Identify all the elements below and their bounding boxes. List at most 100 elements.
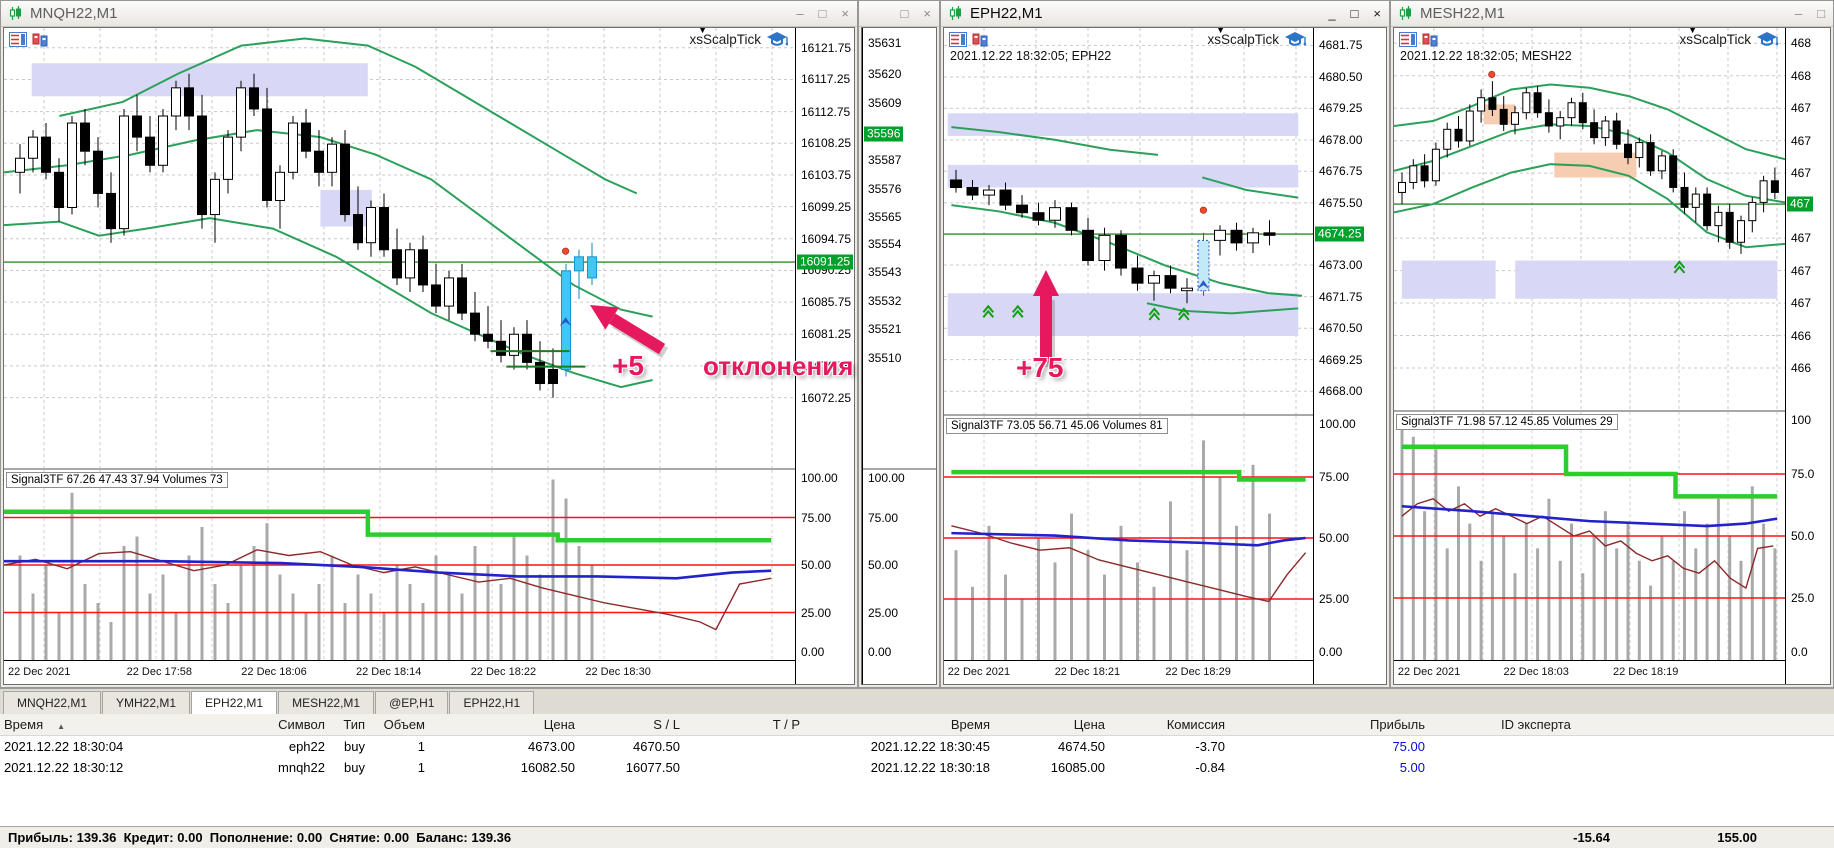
maximize-icon[interactable]: □ <box>1817 6 1825 21</box>
price-chart[interactable]: xsScalpTick ▼ <box>4 28 795 468</box>
price-highlight-label: 16091.25 <box>797 254 854 270</box>
candlestick-chart-icon <box>1399 6 1411 20</box>
maximize-icon[interactable]: □ <box>900 6 909 21</box>
price-scale: 16121.75 16117.25 16112.75 16108.25 16103.75… <box>796 28 854 684</box>
price-scale-label: 16081.25 <box>801 327 852 342</box>
total-profit: 155.00 <box>1717 830 1757 845</box>
deal-cell: 1 <box>417 760 425 775</box>
price-scale-label: 16108.25 <box>801 136 852 151</box>
indicator-scale-label: 50.00 <box>868 558 899 572</box>
column-header[interactable]: Цена <box>435 717 585 732</box>
column-header[interactable]: Объем <box>375 717 435 732</box>
plot-column: 2021.12.22 18:32:05; MESH22 xsScalpTick ▼ S… <box>1394 28 1786 684</box>
minimize-icon[interactable]: _ <box>1328 6 1336 21</box>
price-scale-label: 4680.50 <box>1319 70 1363 85</box>
indicator-label: Signal3TF 67.26 47.43 37.94 Volumes 73 <box>6 472 228 488</box>
price-chart[interactable]: 2021.12.22 18:32:05; EPH22 xsScalpTick ▼ <box>944 28 1313 414</box>
price-scale-label: 466 <box>1791 328 1812 343</box>
column-header[interactable]: Цена <box>1000 717 1115 732</box>
price-scale-label: 35609 <box>868 95 902 110</box>
chart-frame: 2021.12.22 18:32:05; EPH22 xsScalpTick ▼ Si… <box>943 27 1387 685</box>
price-scale-label: 35532 <box>868 293 902 308</box>
close-icon[interactable]: × <box>923 6 931 21</box>
price-scale-label: 467 <box>1791 231 1812 246</box>
window-title: MNQH22,M1 <box>30 5 118 22</box>
minimize-icon[interactable]: – <box>1794 6 1803 21</box>
price-scale-label: 4675.50 <box>1319 195 1363 210</box>
maximize-icon[interactable]: □ <box>818 6 827 21</box>
column-header[interactable]: Время <box>810 717 1000 732</box>
status-bar: Прибыль: 139.36 Кредит: 0.00 Пополнение:… <box>0 826 1834 848</box>
expert-name-label: xsScalpTick <box>1679 32 1751 47</box>
chart-window-hidden: □ × 35631 35620 35609 35587 35576 35565 35554 355… <box>858 0 940 688</box>
price-scale-label: 467 <box>1791 133 1812 148</box>
buy-sell-icon[interactable] <box>32 32 49 47</box>
price-scale-label: 16085.75 <box>801 295 852 310</box>
maximize-icon[interactable]: □ <box>1350 6 1359 21</box>
indicator-scale-label: 25.00 <box>868 605 899 620</box>
graduation-cap-icon <box>1757 32 1778 46</box>
column-header[interactable]: T / P <box>690 717 810 732</box>
tab--ep-h1[interactable]: @EP,H1 <box>375 691 449 714</box>
column-header[interactable]: Символ <box>185 717 335 732</box>
graduation-cap-icon <box>1285 32 1306 46</box>
order-list-icon[interactable] <box>9 32 27 47</box>
expert-name: xsScalpTick <box>1207 31 1306 48</box>
sort-ascending-icon: ▲ <box>57 722 66 731</box>
tab-label: @EP,H1 <box>389 696 435 710</box>
close-icon[interactable]: × <box>841 6 849 21</box>
tab-label: EPH22,H1 <box>463 696 521 710</box>
indicator-label: Signal3TF 71.98 57.12 45.85 Volumes 29 <box>1396 414 1618 430</box>
price-highlight-label: 35596 <box>864 126 904 142</box>
tab-ymh22-m1[interactable]: YMH22,M1 <box>102 691 191 714</box>
buy-sell-icon[interactable] <box>972 32 989 47</box>
price-scale-label: 35587 <box>868 153 902 167</box>
deal-cell: mnqh22 <box>278 760 325 775</box>
buy-sell-icon[interactable] <box>1422 32 1439 47</box>
deal-row[interactable]: 2021.12.22 18:30:04 eph22 buy 1 4673.00 4670.… <box>0 736 1834 757</box>
price-chart[interactable]: 2021.12.22 18:32:05; MESH22 xsScalpTick ▼ <box>1394 28 1785 410</box>
price-highlight-label: 467 <box>1787 196 1814 212</box>
indicator-scale-label: 100 <box>1791 413 1812 427</box>
column-header[interactable]: Время ▲ <box>0 717 185 732</box>
tab-mesh22-m1[interactable]: MESH22,M1 <box>278 691 375 714</box>
close-icon[interactable]: × <box>1373 6 1381 21</box>
tab-eph22-h1[interactable]: EPH22,H1 <box>449 691 535 714</box>
price-scale-label: 468 <box>1791 68 1812 83</box>
deal-row[interactable]: 2021.12.22 18:30:12 mnqh22 buy 1 16082.50 160… <box>0 757 1834 778</box>
tab-mnqh22-m1[interactable]: MNQH22,M1 <box>3 691 102 714</box>
tab-eph22-m1[interactable]: EPH22,M1 <box>191 691 278 714</box>
price-scale-label: 4670.50 <box>1319 321 1363 336</box>
order-list-icon[interactable] <box>1399 32 1417 47</box>
indicator-pane[interactable]: Signal3TF 71.98 57.12 45.85 Volumes 29 <box>1394 412 1785 660</box>
column-header[interactable]: ID эксперта <box>1435 717 1834 732</box>
deal-cell: 4673.00 <box>528 739 575 754</box>
order-list-icon[interactable] <box>949 32 967 47</box>
plot-column: xsScalpTick ▼ Signal3TF 67.26 47.43 37.94 … <box>4 28 796 684</box>
time-axis-label: 22 Dec 18:21 <box>1054 666 1121 678</box>
price-scale-label: 4681.75 <box>1319 38 1363 53</box>
price-scale-label: 4669.25 <box>1319 352 1363 367</box>
time-axis: 22 Dec 2021 22 Dec 18:03 22 Dec 18:19 <box>1394 660 1785 684</box>
column-header[interactable]: Прибыль <box>1235 717 1435 732</box>
indicator-scale-label: 75.00 <box>868 510 899 525</box>
column-header[interactable]: S / L <box>585 717 690 732</box>
chart-toolbar-icons <box>949 32 989 47</box>
deal-cell: 2021.12.22 18:30:18 <box>870 760 990 775</box>
price-scale-label: 35631 <box>868 36 902 51</box>
expert-name: xsScalpTick <box>1679 31 1778 48</box>
window-controls: – □ × <box>796 7 849 20</box>
price-scale-label: 16072.25 <box>801 390 852 405</box>
indicator-pane[interactable]: Signal3TF 67.26 47.43 37.94 Volumes 73 <box>4 470 795 660</box>
indicator-pane[interactable]: Signal3TF 73.05 56.71 45.06 Volumes 81 <box>944 416 1313 660</box>
price-scale-label: 16121.75 <box>801 40 852 55</box>
indicator-label: Signal3TF 73.05 56.71 45.06 Volumes 81 <box>946 418 1168 434</box>
column-header[interactable]: Комиссия <box>1115 717 1235 732</box>
column-header-label: Символ <box>278 717 325 732</box>
time-axis-label: 22 Dec 18:03 <box>1503 666 1569 678</box>
minimize-icon[interactable]: – <box>796 6 804 21</box>
tab-label: MNQH22,M1 <box>17 696 88 710</box>
column-header[interactable]: Тип <box>335 717 375 732</box>
deal-cell: 5.00 <box>1399 760 1425 775</box>
window-controls: _ □ × <box>1328 7 1381 20</box>
